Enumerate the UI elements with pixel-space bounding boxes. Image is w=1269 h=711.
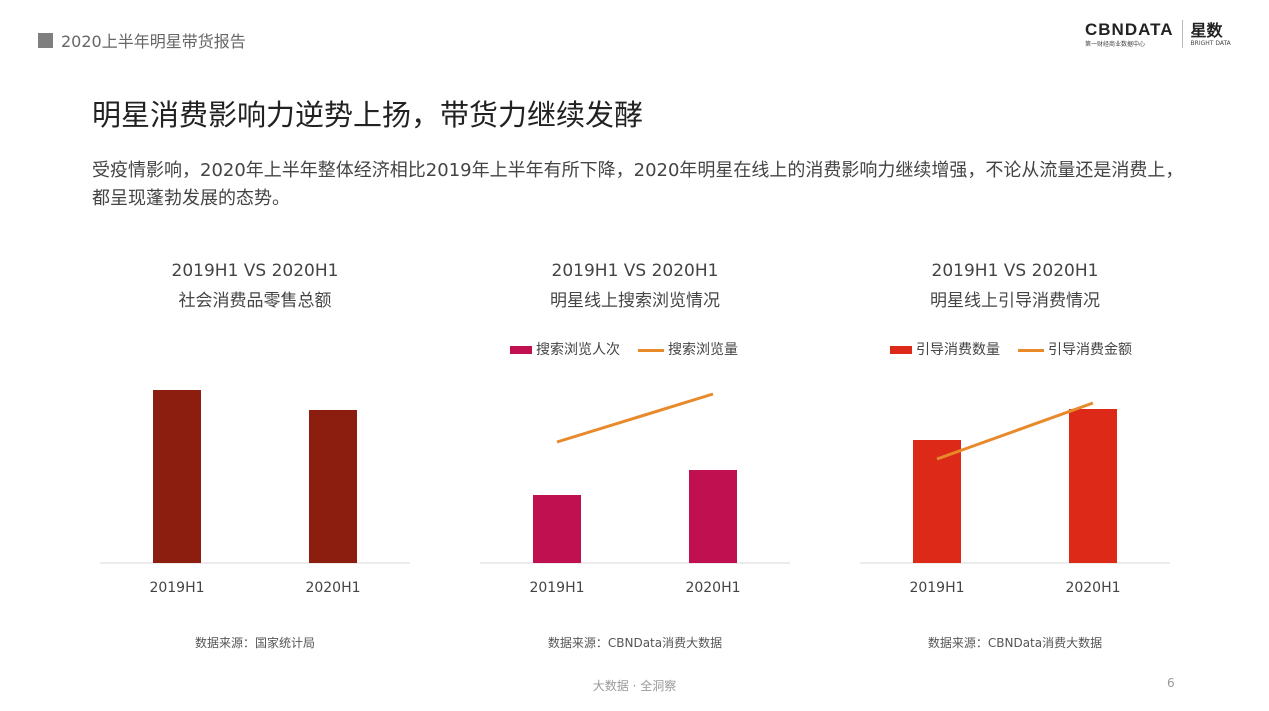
chart-subtitle: 社会消费品零售总额 (178, 291, 332, 311)
chart-subtitle: 明星线上引导消费情况 (930, 291, 1100, 311)
logo-sub: 第一财经商业数据中心 (1085, 40, 1146, 48)
description: 受疫情影响，2020年上半年整体经济相比2019年上半年有所下降，2020年明星… (92, 160, 1184, 209)
chart-legend: 搜索浏览人次 搜索浏览量 (510, 339, 738, 359)
legend-item: 搜索浏览人次 (510, 339, 620, 359)
logo: CBNDATA 第一财经商业数据中心 星数 BRIGHT DATA (1085, 20, 1231, 48)
bar (153, 390, 201, 563)
legend-swatch (638, 348, 664, 352)
legend-item: 引导消费金额 (1018, 339, 1132, 359)
series-line (556, 392, 714, 444)
legend-item: 搜索浏览量 (638, 339, 738, 359)
logo-divider (1181, 20, 1183, 48)
chart-source: 数据来源：CBNData消费大数据 (547, 636, 723, 650)
page-title: 明星消费影响力逆势上扬，带货力继续发酵 (92, 98, 644, 132)
bar (689, 470, 737, 563)
x-tick-label: 2019H1 (529, 580, 584, 596)
page-number: 6 (1167, 676, 1175, 690)
chart-title: 2019H1 VS 2020H1 社会消费品零售总额 (95, 256, 415, 316)
legend-label: 引导消费金额 (1048, 342, 1132, 358)
chart-title-line: 2019H1 VS 2020H1 (931, 261, 1099, 281)
logo-brand: 星数 (1190, 20, 1223, 40)
square-icon (38, 32, 53, 48)
legend-label: 搜索浏览人次 (536, 342, 620, 358)
legend-label: 搜索浏览量 (668, 342, 738, 358)
x-tick-label: 2019H1 (149, 580, 204, 596)
chart-title-line: 2019H1 VS 2020H1 (551, 261, 719, 281)
legend-label: 引导消费数量 (916, 342, 1000, 358)
legend-swatch (510, 346, 532, 354)
chart-source: 数据来源：国家统计局 (194, 636, 315, 650)
x-tick-label: 2019H1 (909, 580, 964, 596)
x-tick-label: 2020H1 (305, 580, 360, 596)
bar (1069, 409, 1117, 563)
x-tick-label: 2020H1 (685, 580, 740, 596)
legend-swatch (1018, 348, 1044, 352)
chart-legend: 引导消费数量 引导消费金额 (890, 339, 1132, 359)
chart-subtitle: 明星线上搜索浏览情况 (550, 291, 720, 311)
series-line (936, 401, 1094, 461)
section-header: 2020上半年明星带货报告 (38, 28, 246, 52)
bar (309, 410, 357, 563)
chart-title-line: 2019H1 VS 2020H1 (171, 261, 339, 281)
footer-tagline: 大数据 · 全洞察 (592, 679, 677, 693)
x-tick-label: 2020H1 (1065, 580, 1120, 596)
chart-title: 2019H1 VS 2020H1 明星线上搜索浏览情况 (475, 256, 795, 316)
bar (913, 440, 961, 563)
bar (533, 495, 581, 563)
legend-swatch (890, 346, 912, 354)
chart-source: 数据来源：CBNData消费大数据 (927, 636, 1103, 650)
logo-brand-sub: BRIGHT DATA (1190, 39, 1231, 47)
section-title: 2020上半年明星带货报告 (61, 32, 246, 51)
chart-title: 2019H1 VS 2020H1 明星线上引导消费情况 (855, 256, 1175, 316)
legend-item: 引导消费数量 (890, 339, 1000, 359)
logo-text: CBNDATA (1085, 19, 1174, 39)
